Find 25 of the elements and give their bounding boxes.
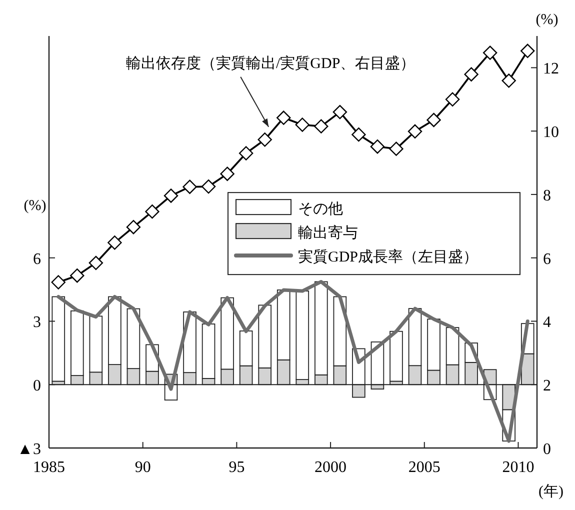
y-axis-title: (%) [24, 198, 46, 214]
annotation: 輸出依存度（実質輸出/実質GDP、右目盛） [126, 54, 416, 72]
x-tick-label: 95 [228, 459, 245, 476]
x-tick-label: 2000 [314, 459, 347, 476]
y2-tick-label: 2 [543, 378, 551, 395]
annotation: 輸出依存度（実質輸出/実質GDP、右目盛） [126, 56, 416, 128]
y-tick-label: 0 [33, 378, 41, 395]
y2-tick-label: 10 [543, 124, 559, 142]
y-tick-label: 6 [33, 250, 41, 268]
y2-tick-label: 0 [543, 441, 551, 458]
y2-tick-label: 8 [543, 187, 551, 204]
y2-tick-label: 6 [543, 250, 551, 268]
x-tick-label: 1985 [33, 459, 65, 476]
y2-tick-label: 12 [543, 60, 559, 78]
legend-label: 輸出寄与 [298, 224, 358, 242]
legend-label: 実質GDP成長率（左目盛） [298, 248, 478, 266]
y-tick-label: 3 [33, 314, 41, 332]
x-tick-label: 2010 [502, 459, 534, 476]
y-tick-label: ▲3 [17, 441, 41, 458]
legend-label: その他 [298, 200, 343, 218]
x-tick-label: 90 [134, 459, 151, 476]
y2-axis-title: (%) [536, 12, 558, 28]
y2-tick-label: 4 [543, 314, 551, 332]
x-tick-label: 2005 [408, 459, 440, 476]
x-axis-title: (年) [538, 483, 564, 500]
